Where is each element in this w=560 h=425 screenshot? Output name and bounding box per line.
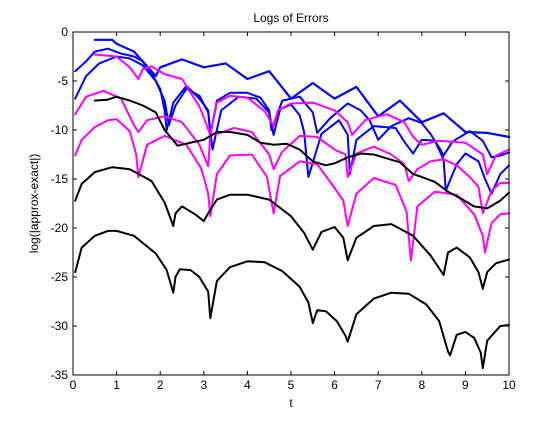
y-tick-label: -5 xyxy=(57,74,68,88)
y-tick-label: -35 xyxy=(51,368,69,382)
x-tick-label: 1 xyxy=(113,378,120,392)
x-tick-label: 7 xyxy=(375,378,382,392)
chart-title: Logs of Errors xyxy=(253,11,328,25)
series-layer xyxy=(74,38,511,370)
series-line-magenta-6 xyxy=(74,118,510,262)
series-line-black-9 xyxy=(74,229,510,370)
series-line-magenta-4 xyxy=(93,53,510,176)
x-tick-label: 10 xyxy=(502,378,516,392)
y-tick-label: -25 xyxy=(51,270,69,284)
y-tick-label: -10 xyxy=(51,123,69,137)
y-tick-label: -20 xyxy=(51,221,69,235)
y-axis-label: log(|approx-exact|) xyxy=(27,154,41,254)
series-line-black-8 xyxy=(74,166,510,290)
x-tick-label: 8 xyxy=(418,378,425,392)
y-tick-label: 0 xyxy=(61,25,68,39)
x-tick-label: 6 xyxy=(331,378,338,392)
x-tick-label: 0 xyxy=(70,378,77,392)
x-tick-label: 4 xyxy=(244,378,251,392)
series-line-blue-3 xyxy=(74,55,510,195)
series-line-black-7 xyxy=(93,95,510,210)
tick-layer: 0 1 2 3 4 5 6 7 8 9 10 0 -5 -10 -15 -20 -25 -30 -35 xyxy=(51,25,516,392)
x-tick-label: 5 xyxy=(288,378,295,392)
x-axis-label: t xyxy=(289,396,293,410)
y-tick-label: -15 xyxy=(51,172,69,186)
series-line-magenta-5 xyxy=(74,89,510,215)
x-tick-label: 3 xyxy=(200,378,207,392)
x-tick-label: 2 xyxy=(157,378,164,392)
plot-area xyxy=(73,32,509,375)
series-line-blue-2 xyxy=(74,47,510,159)
y-tick-label: -30 xyxy=(51,319,69,333)
x-tick-label: 9 xyxy=(462,378,469,392)
